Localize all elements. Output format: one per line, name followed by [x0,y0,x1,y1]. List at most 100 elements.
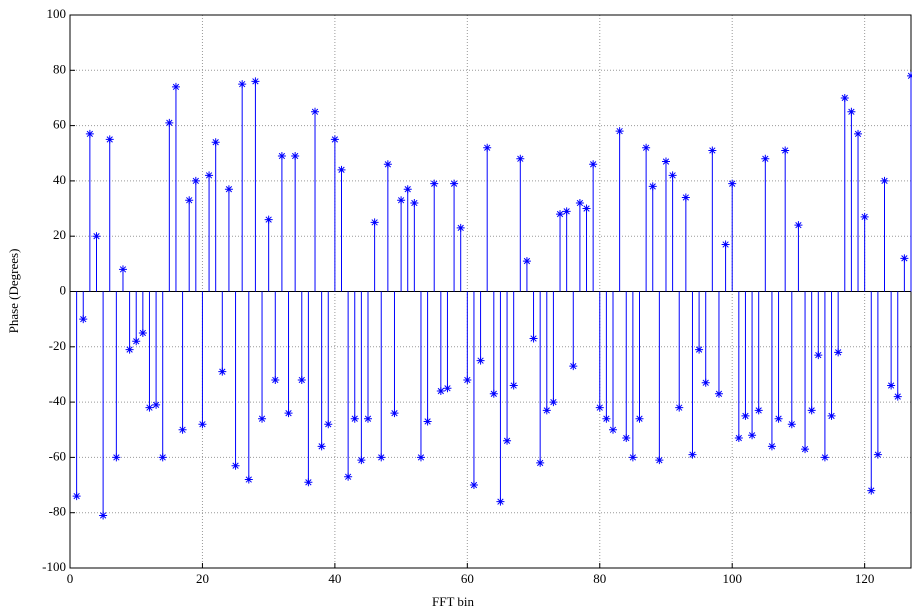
stem-marker [767,442,776,451]
stem-marker [787,420,796,429]
stem-marker [582,204,591,213]
stem-marker [92,232,101,241]
stem-marker [152,400,161,409]
stem-marker [277,152,286,161]
stem-marker [609,425,618,434]
stem-marker [542,406,551,415]
stem-marker [436,387,445,396]
stem-marker [900,254,909,263]
x-tick-label: 40 [328,571,341,586]
stem-marker [443,384,452,393]
stem-marker [231,461,240,470]
stem-marker [589,160,598,169]
stem-marker [655,456,664,465]
stem-marker [628,453,637,462]
stem-marker [132,337,141,346]
stem-marker [357,456,366,465]
stem-marker [880,176,889,185]
x-tick-label: 100 [722,571,742,586]
stem-marker [390,409,399,418]
stem-marker [138,328,147,337]
stem-marker [748,431,757,440]
stem-marker [218,367,227,376]
stem-marker [549,398,558,407]
stem-marker [622,434,631,443]
stem-marker [72,492,81,501]
stem-marker [324,420,333,429]
stem-marker [430,179,439,188]
stem-marker [171,82,180,91]
stem-marker [125,345,134,354]
y-tick-label: 100 [47,6,67,21]
stem-marker [224,185,233,194]
stem-marker [761,154,770,163]
stem-marker [291,152,300,161]
x-tick-label: 120 [855,571,875,586]
y-axis-label: Phase (Degrees) [6,249,21,334]
stem-marker [529,334,538,343]
stem-marker [575,199,584,208]
stem-marker [635,414,644,423]
stem-marker [198,420,207,429]
stem-marker [807,406,816,415]
y-tick-label: 0 [60,282,67,297]
stem-marker [330,135,339,144]
y-tick-label: -60 [49,448,66,463]
stem-marker [410,199,419,208]
stem-marker [403,185,412,194]
stem-marker [781,146,790,155]
stem-marker [867,486,876,495]
stem-marker [754,406,763,415]
stem-marker [708,146,717,155]
stem-marker [350,414,359,423]
stem-marker [79,315,88,324]
stem-marker [887,381,896,390]
stem-marker [642,143,651,152]
stem-marker [244,475,253,484]
stem-marker [450,179,459,188]
stem-marker [311,107,320,116]
stem-marker [284,409,293,418]
y-tick-label: 80 [53,61,66,76]
stem-marker [271,375,280,384]
stem-marker [344,472,353,481]
stem-marker [648,182,657,191]
stem-marker [304,478,313,487]
stem-marker [456,223,465,232]
stem-marker [562,207,571,216]
stem-marker [476,356,485,365]
stem-marker [681,193,690,202]
stem-marker [178,425,187,434]
stem-marker [873,450,882,459]
stem-marker [820,453,829,462]
stem-marker [794,221,803,230]
stem-marker [463,375,472,384]
stem-marker [907,71,912,80]
stem-marker [695,345,704,354]
stem-marker [734,434,743,443]
stem-marker [158,453,167,462]
stem-marker [827,411,836,420]
x-axis-label: FFT bin [432,594,475,609]
stem-marker [238,80,247,89]
stem-marker [496,497,505,506]
y-tick-label: 20 [53,227,66,242]
stem-marker [509,381,518,390]
y-tick-label: -40 [49,393,66,408]
stem-marker [370,218,379,227]
stem-marker [814,351,823,360]
stem-marker [661,157,670,166]
stem-marker [423,417,432,426]
stem-marker [489,389,498,398]
y-tick-label: 60 [53,117,66,132]
stem-marker [668,171,677,180]
stem-marker [165,118,174,127]
stem-marker [675,403,684,412]
stem-marker [85,129,94,138]
stem-marker [728,179,737,188]
stem-marker [602,414,611,423]
stem-marker [99,511,108,520]
stem-marker [317,442,326,451]
x-tick-label: 20 [196,571,209,586]
